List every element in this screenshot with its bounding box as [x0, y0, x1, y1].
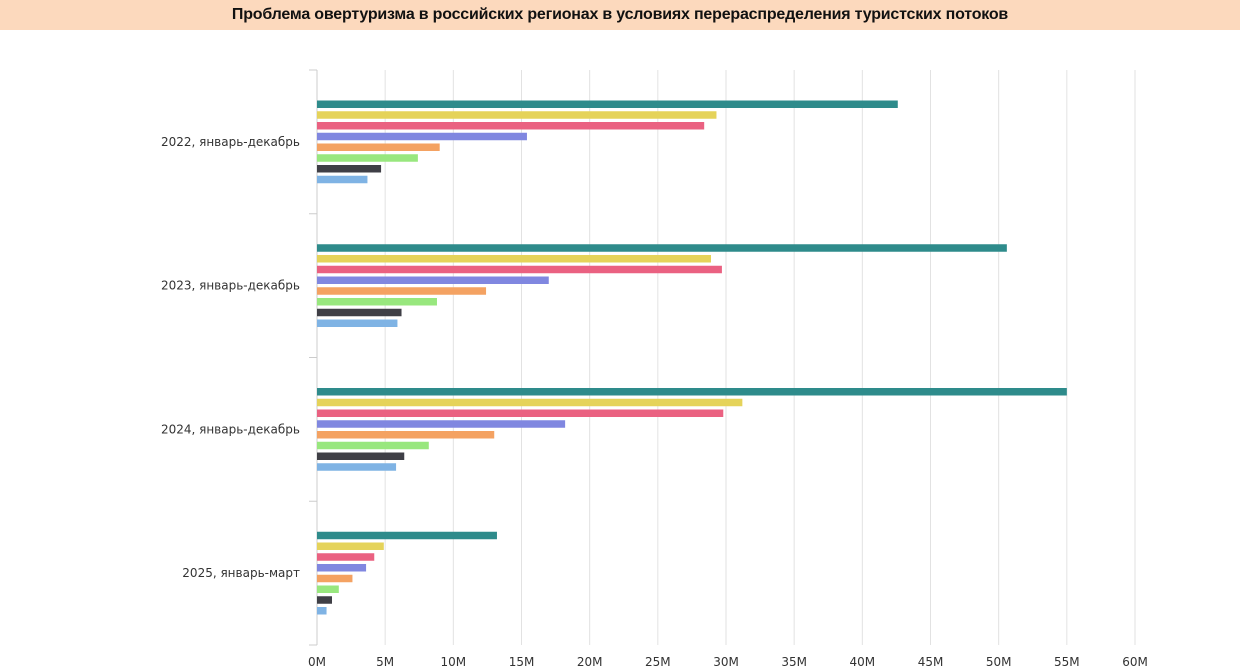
- bar: [317, 111, 717, 119]
- bar: [317, 553, 375, 561]
- x-tick-label: 5M: [376, 655, 394, 669]
- bar: [317, 165, 382, 173]
- page-title: Проблема овертуризма в российских регион…: [231, 6, 1009, 23]
- bar: [317, 265, 722, 274]
- x-tick-label: 60M: [1122, 655, 1148, 669]
- bar: [317, 298, 437, 306]
- bar: [317, 398, 743, 407]
- category-label: 2024, январь-декабрь: [161, 422, 300, 436]
- bar: [317, 409, 724, 417]
- bar: [317, 287, 487, 295]
- x-tick-label: 45M: [918, 655, 944, 669]
- bar: [317, 276, 549, 284]
- x-tick-label: 55M: [1054, 655, 1080, 669]
- bar: [317, 255, 712, 263]
- category-label: 2025, январь-март: [182, 566, 300, 580]
- grid-lines: [384, 70, 1136, 645]
- bar: [317, 244, 1007, 252]
- x-tick-label: 0M: [308, 655, 326, 669]
- x-tick-label: 40M: [850, 655, 876, 669]
- bar: [317, 585, 339, 593]
- x-tick-label: 25M: [645, 655, 671, 669]
- category-label: 2023, январь-декабрь: [161, 279, 300, 293]
- x-tick-label: 35M: [781, 655, 807, 669]
- bar: [317, 596, 332, 604]
- bar: [317, 607, 327, 615]
- bar: [317, 531, 497, 540]
- bar: [317, 122, 705, 130]
- bar: [317, 388, 1067, 396]
- x-tick-label: 50M: [986, 655, 1012, 669]
- bar: [317, 154, 418, 162]
- bar-series: [317, 100, 1067, 615]
- bar: [317, 143, 440, 151]
- bar: [317, 431, 495, 439]
- bar: [317, 452, 405, 460]
- page-header: Проблема овертуризма в российских регион…: [0, 0, 1240, 30]
- bar: [317, 175, 368, 184]
- bar: [317, 441, 429, 450]
- bar: [317, 564, 367, 572]
- category-labels: 2022, январь-декабрь 2023, январь-декабрь…: [161, 135, 300, 580]
- bar: [317, 308, 402, 317]
- x-tick-label: 10M: [441, 655, 467, 669]
- x-tick-label: 30M: [713, 655, 739, 669]
- bar: [317, 319, 398, 327]
- x-tick-label: 15M: [509, 655, 535, 669]
- bar: [317, 542, 384, 550]
- bar: [317, 100, 898, 108]
- bar: [317, 420, 566, 428]
- bar: [317, 463, 397, 471]
- x-tick-labels: 0M 5M 10M 15M 20M 25M 30M 35M 40M 45M 50M 55M 60M: [308, 655, 1148, 669]
- category-label: 2022, январь-декабрь: [161, 135, 300, 149]
- bar: [317, 132, 527, 141]
- bar: [317, 574, 353, 583]
- category-axis: [309, 69, 318, 646]
- x-tick-label: 20M: [577, 655, 603, 669]
